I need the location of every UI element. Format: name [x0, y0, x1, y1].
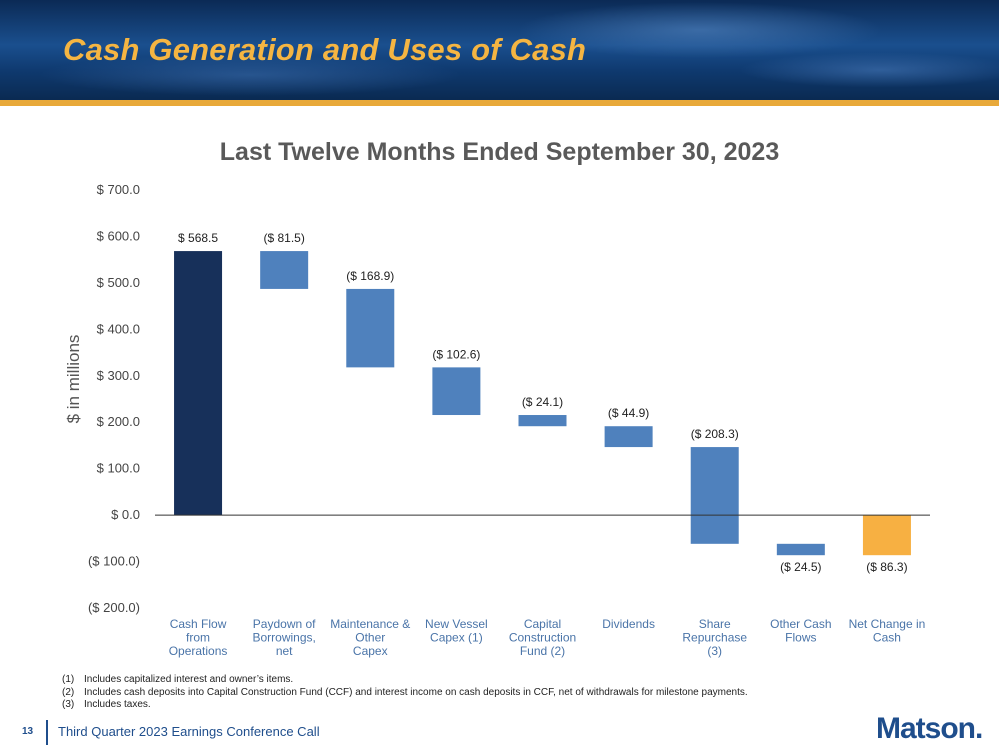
bar-8 [776, 543, 825, 556]
y-tick-label: ($ 200.0) [88, 600, 140, 615]
category-label-line: Other [355, 631, 385, 645]
category-label-line: Construction [509, 631, 576, 645]
data-label: ($ 44.9) [608, 406, 649, 420]
category-label: Other Cash Flows [770, 617, 831, 645]
bar-7 [690, 447, 739, 544]
category-label-line: New Vessel [425, 617, 488, 631]
category-label: Cash Flow from Operations [169, 617, 228, 658]
y-tick-label: $ 100.0 [97, 461, 140, 476]
category-label: Net Change in Cash [849, 617, 926, 645]
footnote-3: (3) Includes taxes. [62, 699, 151, 710]
category-label: Capital Construction Fund (2) [509, 617, 576, 658]
matson-logo: Matson. [876, 712, 983, 745]
bar-2 [260, 251, 309, 289]
category-label-line: Capital [524, 617, 561, 631]
category-label-line: Other Cash [770, 617, 831, 631]
footnote-2: (2) Includes cash deposits into Capital C… [62, 686, 748, 698]
y-tick-label: $ 700.0 [97, 182, 140, 197]
category-label-line: Capex (1) [430, 631, 483, 645]
bar-3 [346, 288, 395, 368]
data-label: ($ 24.5) [780, 560, 821, 574]
chart-title: Last Twelve Months Ended September 30, 2… [219, 138, 780, 166]
category-label: Maintenance & Other Capex [330, 617, 410, 658]
category-label-line: Paydown of [253, 617, 316, 631]
category-label-line: Cash [873, 631, 901, 645]
category-label-line: (3) [707, 644, 722, 658]
y-tick-label: ($ 100.0) [88, 554, 140, 569]
y-tick-label: $ 0.0 [111, 507, 140, 522]
footer-text: Third Quarter 2023 Earnings Conference C… [58, 724, 320, 739]
y-tick-label: $ 300.0 [97, 368, 140, 383]
y-tick-label: $ 600.0 [97, 228, 140, 243]
category-label-line: Repurchase [682, 631, 747, 645]
bar-5 [518, 415, 567, 427]
bar-1 [174, 251, 223, 516]
data-label: ($ 24.1) [522, 395, 563, 409]
bar-9 [862, 515, 911, 556]
category-label-line: Cash Flow [170, 617, 227, 631]
category-label-line: Share [699, 617, 731, 631]
category-label-line: net [276, 644, 293, 658]
footnote-1: (1) Includes capitalized interest and own… [62, 674, 294, 685]
category-label-line: Capex [353, 644, 388, 658]
category-label: New Vessel Capex (1) [425, 617, 488, 645]
footer-divider [46, 720, 48, 745]
category-label-line: from [186, 631, 210, 645]
category-label-line: Net Change in [849, 617, 926, 631]
category-label-line: Fund (2) [520, 644, 565, 658]
data-label: ($ 86.3) [866, 560, 907, 574]
header-banner [0, 0, 999, 100]
footnotes: (1) Includes capitalized interest and own… [62, 674, 748, 712]
slide-title: Cash Generation and Uses of Cash [63, 32, 587, 67]
data-label: ($ 208.3) [691, 427, 739, 441]
category-label-line: Dividends [602, 617, 655, 631]
bar-6 [604, 426, 653, 448]
data-label: ($ 81.5) [263, 231, 304, 245]
y-tick-label: $ 400.0 [97, 321, 140, 336]
category-label-line: Borrowings, [252, 631, 315, 645]
category-label-line: Maintenance & [330, 617, 410, 631]
y-axis-title: $ in millions [64, 335, 83, 424]
waterfall-chart: $ 700.0 $ 600.0 $ 500.0 $ 400.0 $ 300.0 $ 200… [64, 182, 930, 658]
page-number: 13 [22, 726, 34, 737]
category-label-line: Flows [785, 631, 816, 645]
data-label: $ 568.5 [178, 231, 218, 245]
y-tick-label: $ 500.0 [97, 275, 140, 290]
category-label: Share Repurchase (3) [682, 617, 747, 658]
data-label: ($ 102.6) [432, 347, 480, 361]
category-label: Dividends [602, 617, 655, 631]
data-label: ($ 168.9) [346, 269, 394, 283]
category-label: Paydown of Borrowings, net [252, 617, 316, 658]
y-tick-label: $ 200.0 [97, 414, 140, 429]
header-accent-line [0, 100, 999, 106]
category-label-line: Operations [169, 644, 228, 658]
bar-4 [432, 367, 481, 416]
